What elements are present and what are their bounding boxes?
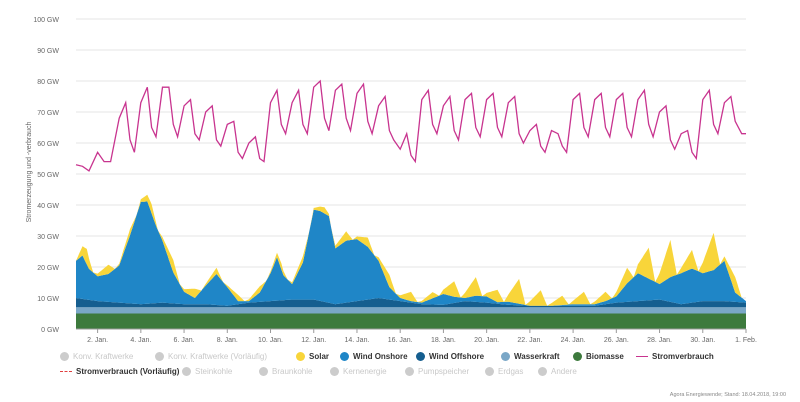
legend-dot-icon — [405, 367, 414, 376]
legend-dot-icon — [340, 352, 349, 361]
legend-line-icon — [60, 371, 72, 372]
legend-item-konv-kraftwerke-vorläufig[interactable]: Konv. Kraftwerke (Vorläufig) — [155, 352, 267, 361]
x-tick-label: 16. Jan. — [388, 337, 413, 344]
y-tick-label: 80 GW — [37, 79, 59, 86]
x-tick-label: 22. Jan. — [517, 337, 542, 344]
legend-dot-icon — [485, 367, 494, 376]
legend-dot-icon — [573, 352, 582, 361]
legend-dot-icon — [155, 352, 164, 361]
x-tick-label: 6. Jan. — [174, 337, 195, 344]
legend-label: Konv. Kraftwerke (Vorläufig) — [168, 352, 268, 361]
legend-label: Kernenergie — [343, 367, 387, 376]
legend-label: Solar — [309, 352, 330, 361]
legend-dot-icon — [538, 367, 547, 376]
y-tick-label: 0 GW — [41, 327, 59, 334]
x-axis: 2. Jan. 4. Jan. 6. Jan. 8. Jan. 10. Jan. 12. … — [76, 328, 757, 344]
legend-item-stromverbrauch-vorläufig[interactable]: Stromverbrauch (Vorläufig) — [60, 367, 179, 376]
x-tick-label: 1. Feb. — [735, 337, 757, 344]
legend-label: Konv. Kraftwerke — [73, 352, 134, 361]
legend-item-biomasse[interactable]: Biomasse — [573, 352, 624, 361]
legend-item-kernenergie[interactable]: Kernenergie — [330, 367, 387, 376]
x-tick-label: 12. Jan. — [301, 337, 326, 344]
y-tick-label: 20 GW — [37, 265, 59, 272]
x-tick-label: 28. Jan. — [647, 337, 672, 344]
y-tick-label: 30 GW — [37, 234, 59, 241]
legend-label: Stromverbrauch — [652, 352, 714, 361]
y-tick-label: 50 GW — [37, 172, 59, 179]
consumption-line — [75, 79, 746, 172]
legend-line-icon — [636, 356, 648, 357]
legend-item-solar[interactable]: Solar — [296, 352, 329, 361]
y-tick-label: 70 GW — [37, 110, 59, 117]
x-tick-label: 10. Jan. — [258, 337, 283, 344]
legend-label: Steinkohle — [195, 367, 233, 376]
area-wasserkraft — [76, 307, 746, 314]
y-axis: 0 GW 10 GW 20 GW 30 GW 40 GW 50 GW 60 GW 70 GW 8… — [33, 17, 59, 334]
legend-label: Erdgas — [498, 367, 524, 376]
legend-label: Andere — [551, 367, 577, 376]
legend-dot-icon — [330, 367, 339, 376]
legend-item-wind-offshore[interactable]: Wind Offshore — [416, 352, 484, 361]
legend-item-braunkohle[interactable]: Braunkohle — [259, 367, 312, 376]
y-tick-label: 90 GW — [37, 48, 59, 55]
legend-label: Wasserkraft — [514, 352, 560, 361]
y-tick-label: 40 GW — [37, 203, 59, 210]
legend-item-andere[interactable]: Andere — [538, 367, 577, 376]
x-tick-label: 8. Jan. — [217, 337, 238, 344]
x-tick-label: 26. Jan. — [604, 337, 629, 344]
legend-dot-icon — [501, 352, 510, 361]
x-tick-label: 20. Jan. — [474, 337, 499, 344]
legend-label: Stromverbrauch (Vorläufig) — [76, 367, 180, 376]
x-tick-label: 14. Jan. — [345, 337, 370, 344]
stacked-areas — [76, 194, 746, 329]
x-tick-label: 24. Jan. — [561, 337, 586, 344]
area-wind-onshore — [76, 201, 746, 306]
legend-item-wind-onshore[interactable]: Wind Onshore — [340, 352, 408, 361]
legend-label: Wind Onshore — [353, 352, 408, 361]
x-tick-label: 18. Jan. — [431, 337, 456, 344]
legend-item-wasserkraft[interactable]: Wasserkraft — [501, 352, 560, 361]
y-axis-label: Stromerzeugung und -verbrauch — [26, 122, 33, 223]
legend-item-pumpspeicher[interactable]: Pumpspeicher — [405, 367, 469, 376]
x-tick-label: 4. Jan. — [130, 337, 151, 344]
legend-item-erdgas[interactable]: Erdgas — [485, 367, 523, 376]
line-stromverbrauch — [75, 79, 746, 172]
x-tick-label: 2. Jan. — [87, 337, 108, 344]
area-biomasse — [76, 313, 746, 329]
legend-dot-icon — [416, 352, 425, 361]
source-credit: Agora Energiewende; Stand: 18.04.2018, 1… — [669, 392, 786, 398]
legend-dot-icon — [296, 352, 305, 361]
legend-label: Wind Offshore — [429, 352, 485, 361]
x-tick-label: 30. Jan. — [690, 337, 715, 344]
legend-label: Braunkohle — [272, 367, 313, 376]
legend-item-stromverbrauch[interactable]: Stromverbrauch — [636, 352, 714, 361]
area-wind-offshore — [76, 298, 746, 308]
legend-item-steinkohle[interactable]: Steinkohle — [182, 367, 232, 376]
y-tick-label: 100 GW — [33, 17, 59, 24]
legend-label: Biomasse — [586, 352, 624, 361]
legend-dot-icon — [182, 367, 191, 376]
legend-label: Pumpspeicher — [418, 367, 470, 376]
y-tick-label: 60 GW — [37, 141, 59, 148]
legend-dot-icon — [259, 367, 268, 376]
legend-item-konv-kraftwerke[interactable]: Konv. Kraftwerke — [60, 352, 133, 361]
y-tick-label: 10 GW — [37, 296, 59, 303]
legend-dot-icon — [60, 352, 69, 361]
